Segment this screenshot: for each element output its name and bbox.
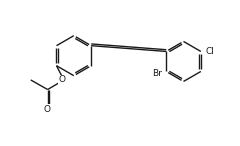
Text: Cl: Cl	[205, 47, 214, 56]
Text: Br: Br	[152, 68, 162, 78]
Text: O: O	[59, 75, 66, 84]
Text: O: O	[43, 105, 50, 114]
